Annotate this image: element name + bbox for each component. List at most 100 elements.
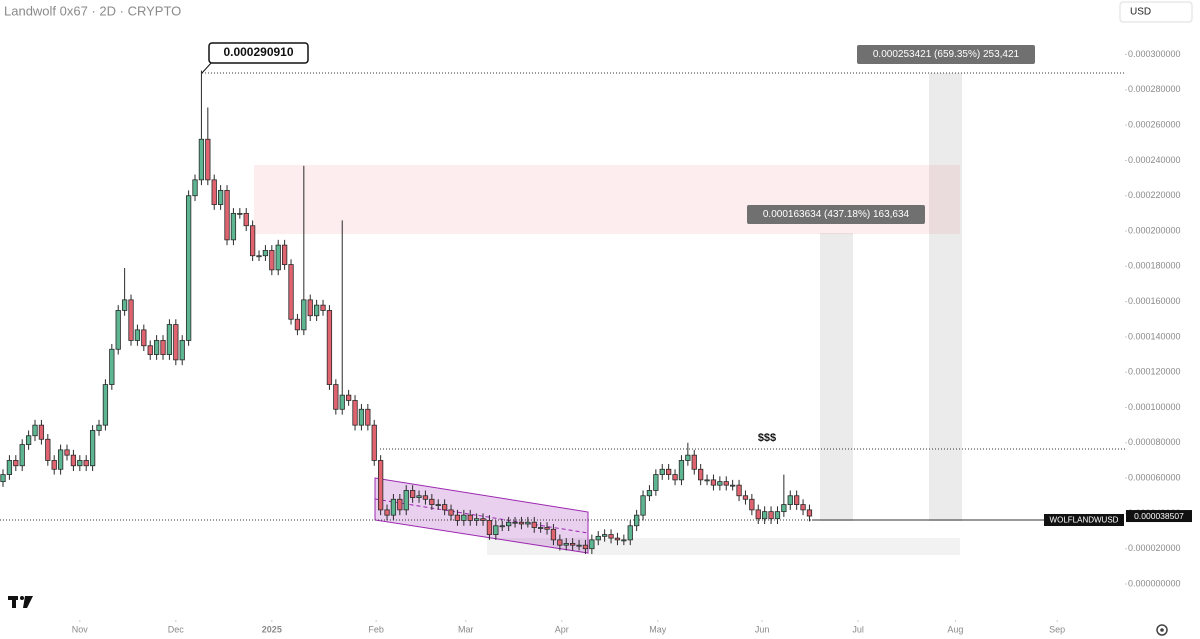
logo-part <box>20 596 24 600</box>
candle-body <box>89 430 96 467</box>
candle-body <box>70 454 77 467</box>
y-tick-label: 0.000240000 <box>1128 155 1181 165</box>
symbol-tag <box>1044 514 1124 526</box>
candle-body <box>358 408 365 426</box>
x-tick-label: Apr <box>555 624 569 634</box>
candle-body <box>742 495 749 500</box>
channel-midline <box>374 498 589 534</box>
x-tick-label: Mar <box>458 624 474 634</box>
candle-body <box>525 521 531 525</box>
y-tick-label: 0.000000000 <box>1128 578 1181 588</box>
target-bar <box>820 233 853 521</box>
candle-body <box>179 340 185 361</box>
candle-body <box>787 495 793 505</box>
x-tick-label: 2025 <box>262 624 282 634</box>
candle-body <box>409 490 416 498</box>
candle-body <box>256 255 262 258</box>
candle-body <box>544 527 550 530</box>
candle-body <box>121 299 128 311</box>
candle-body <box>64 449 70 456</box>
measure-label: 0.000253421 (659.35%) 253,421 <box>873 49 1020 60</box>
candle-body <box>493 525 499 535</box>
candle-body <box>160 340 166 355</box>
logo-part <box>12 596 16 608</box>
currency-box[interactable] <box>1119 1 1193 23</box>
liquidity-label: $$$ <box>758 432 776 444</box>
candle-body <box>243 212 249 227</box>
candle-body <box>646 490 653 497</box>
x-tick-label: Aug <box>947 624 963 634</box>
candle-body <box>550 528 557 541</box>
y-tick-label: 0.000120000 <box>1128 367 1181 377</box>
candle-body <box>0 474 6 483</box>
candle-body <box>435 504 441 506</box>
candle-body <box>352 400 358 426</box>
candle-body <box>608 534 614 539</box>
peak-pointer <box>201 61 213 74</box>
candle-body <box>166 324 173 355</box>
measure-box <box>857 45 1035 64</box>
candle-body <box>518 521 525 525</box>
candle-body <box>109 348 115 385</box>
candle-body <box>640 495 646 516</box>
candle-body <box>461 514 467 521</box>
candle-body <box>249 225 256 257</box>
candle-body <box>749 498 755 511</box>
candle-body <box>237 212 243 215</box>
symbol-label: WOLFLANDWUSD <box>1050 516 1119 525</box>
settings-icon-dot[interactable] <box>1160 628 1164 632</box>
candle-body <box>377 460 384 511</box>
candle-body <box>115 310 121 350</box>
candle-body <box>531 521 537 528</box>
y-tick-label: 0.000220000 <box>1128 190 1181 200</box>
target-bar <box>929 73 962 521</box>
candle-body <box>384 509 390 516</box>
candle-body <box>83 460 89 467</box>
candle-body <box>192 179 198 197</box>
candle-body <box>723 481 729 486</box>
candle-body <box>217 190 224 205</box>
currency[interactable]: USD <box>1130 7 1151 18</box>
logo <box>8 596 33 608</box>
candle-body <box>326 310 333 385</box>
candle-body <box>153 340 160 355</box>
candle-body <box>614 537 621 541</box>
y-tick-label: 0.000060000 <box>1128 472 1181 482</box>
candle-body <box>717 481 723 486</box>
candle-body <box>698 468 704 481</box>
y-tick-label: 0.000180000 <box>1128 261 1181 271</box>
candle-body <box>506 521 512 527</box>
candle-body <box>570 543 576 546</box>
x-tick-label: May <box>649 624 667 634</box>
candle-body <box>371 424 377 461</box>
settings-icon[interactable] <box>1156 624 1168 636</box>
candle-body <box>275 244 281 271</box>
candle-body <box>691 454 697 470</box>
candle-body <box>762 511 768 520</box>
candle-body <box>794 495 800 505</box>
candle-body <box>467 514 473 521</box>
candle-body <box>730 484 736 487</box>
candle-body <box>659 468 665 475</box>
candle-body <box>230 212 237 241</box>
candle-body <box>589 539 595 550</box>
candle-body <box>173 324 179 361</box>
logo-part <box>23 596 33 608</box>
candle-body <box>390 498 397 516</box>
y-tick-label: 0.000280000 <box>1128 84 1181 94</box>
candle-body <box>403 490 409 511</box>
candle-body <box>313 304 320 317</box>
candle-body <box>602 534 608 537</box>
candle-body <box>38 424 45 440</box>
x-tick-label: Jul <box>852 624 864 634</box>
candle-body <box>781 504 787 513</box>
candle-body <box>77 460 83 467</box>
candle-body <box>294 318 301 331</box>
candle-body <box>653 474 659 491</box>
x-tick-label: Feb <box>368 624 384 634</box>
candle-body <box>57 449 64 470</box>
candle-body <box>441 504 448 511</box>
candle-body <box>563 543 569 546</box>
candle-body <box>269 250 275 271</box>
